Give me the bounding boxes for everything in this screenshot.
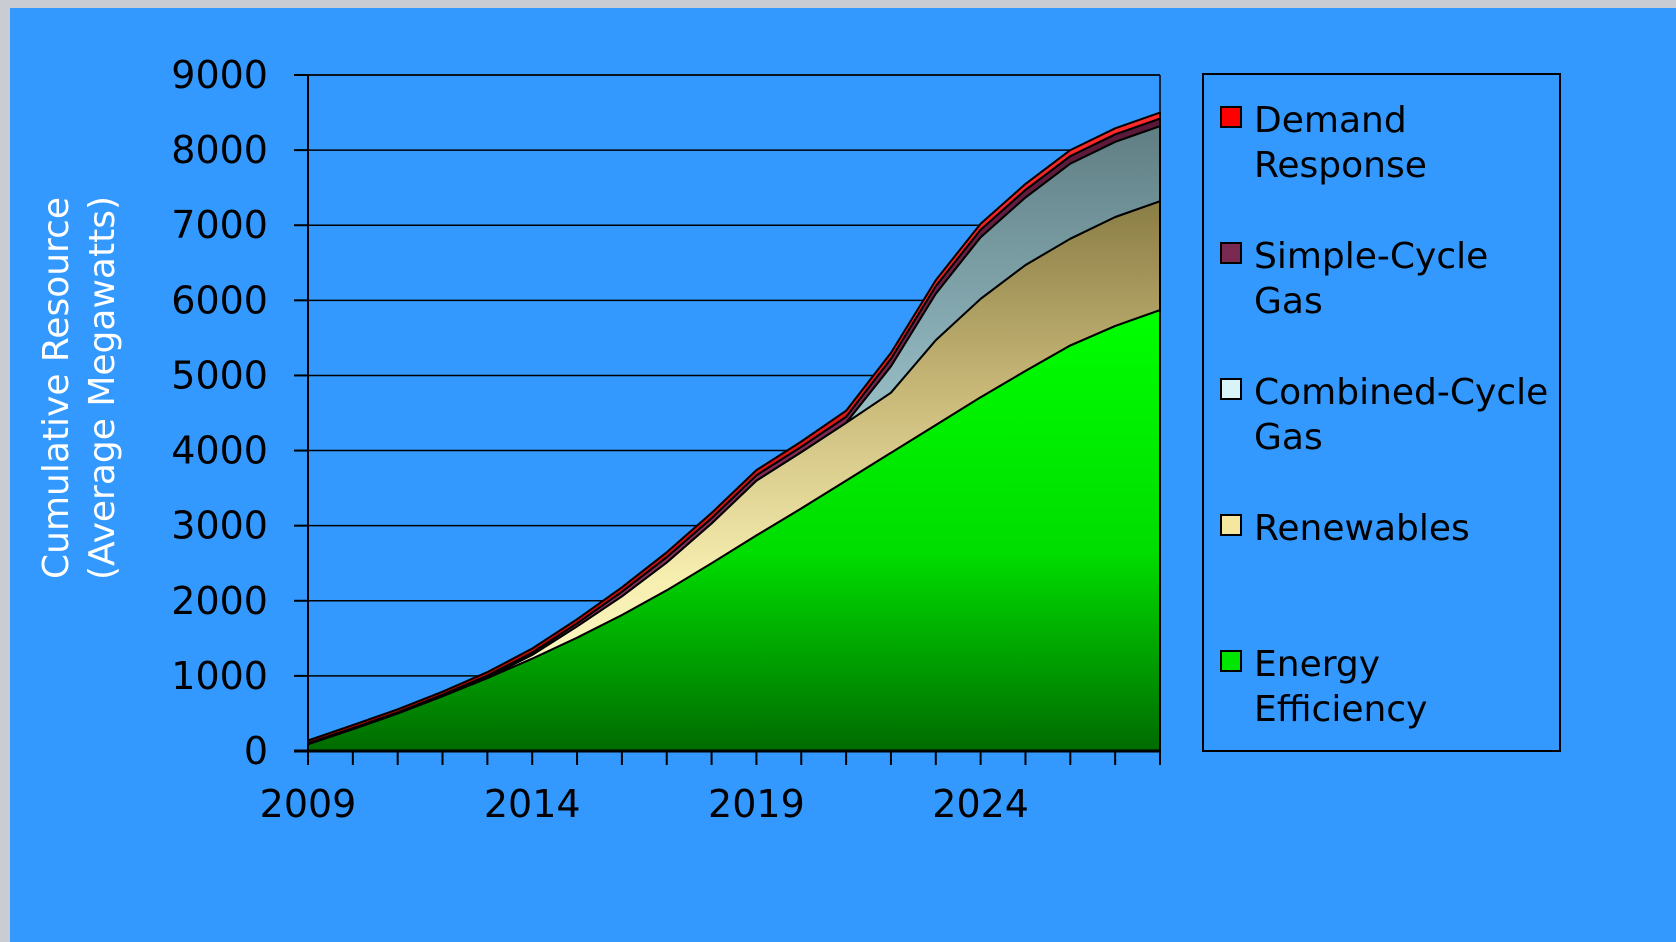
legend-box <box>1202 73 1561 752</box>
y-axis-label: Cumulative Resource (Average Megawatts) <box>36 196 123 580</box>
legend-label-line: Efficiency <box>1254 689 1427 730</box>
legend-label-line: Response <box>1254 145 1427 186</box>
y-axis-title: Cumulative Resource (Average Megawatts) <box>36 196 123 580</box>
axes: 0 1000 2000 3000 4000 5000 6000 7000 8000 9000 200… <box>171 53 1161 826</box>
y-tick-label-0: 0 <box>244 729 268 773</box>
areas <box>307 111 1161 752</box>
legend-swatch-energy-efficiency <box>1220 650 1242 672</box>
y-tick-label-7000: 7000 <box>171 203 268 247</box>
legend-label-line: Gas <box>1254 281 1323 322</box>
y-tick-label-6000: 6000 <box>171 278 268 322</box>
legend-label-line: Renewables <box>1254 508 1470 549</box>
legend-label-simple-cycle-gas: Simple-Cycle Gas <box>1254 236 1488 322</box>
y-tick-label-2000: 2000 <box>171 579 268 623</box>
y-tick-label-3000: 3000 <box>171 504 268 548</box>
legend-label-line: Gas <box>1254 417 1323 458</box>
y-tick-label-4000: 4000 <box>171 429 268 473</box>
legend-label-demand-response: Demand Response <box>1254 100 1427 186</box>
y-axis-label-line-2: (Average Megawatts) <box>82 196 123 580</box>
x-tick-label-2014: 2014 <box>484 782 581 826</box>
legend-label-line: Energy <box>1254 644 1380 685</box>
legend-swatch-combined-cycle-gas <box>1220 378 1242 400</box>
y-tick-label-8000: 8000 <box>171 128 268 172</box>
legend-swatch-renewables <box>1220 514 1242 536</box>
x-tick-label-2009: 2009 <box>260 782 357 826</box>
stacked-area-chart: 0 1000 2000 3000 4000 5000 6000 7000 8000 9000 200… <box>36 53 1561 826</box>
legend-label-line: Demand <box>1254 100 1407 141</box>
legend-label-combined-cycle-gas: Combined-Cycle Gas <box>1254 372 1548 458</box>
legend-swatch-simple-cycle-gas <box>1220 242 1242 264</box>
legend-label-renewables: Renewables <box>1254 508 1470 549</box>
y-tick-label-9000: 9000 <box>171 53 268 97</box>
legend-swatch-demand-response <box>1220 106 1242 128</box>
x-tick-label-2024: 2024 <box>932 782 1029 826</box>
chart-panel: 0 1000 2000 3000 4000 5000 6000 7000 8000 9000 200… <box>10 8 1676 942</box>
legend-label-line: Combined-Cycle <box>1254 372 1548 413</box>
y-tick-label-1000: 1000 <box>171 654 268 698</box>
y-axis-label-line-1: Cumulative Resource <box>36 197 77 579</box>
legend-label-energy-efficiency: Energy Efficiency <box>1254 644 1427 730</box>
y-tick-label-5000: 5000 <box>171 353 268 397</box>
x-tick-label-2019: 2019 <box>708 782 805 826</box>
legend-label-line: Simple-Cycle <box>1254 236 1488 277</box>
